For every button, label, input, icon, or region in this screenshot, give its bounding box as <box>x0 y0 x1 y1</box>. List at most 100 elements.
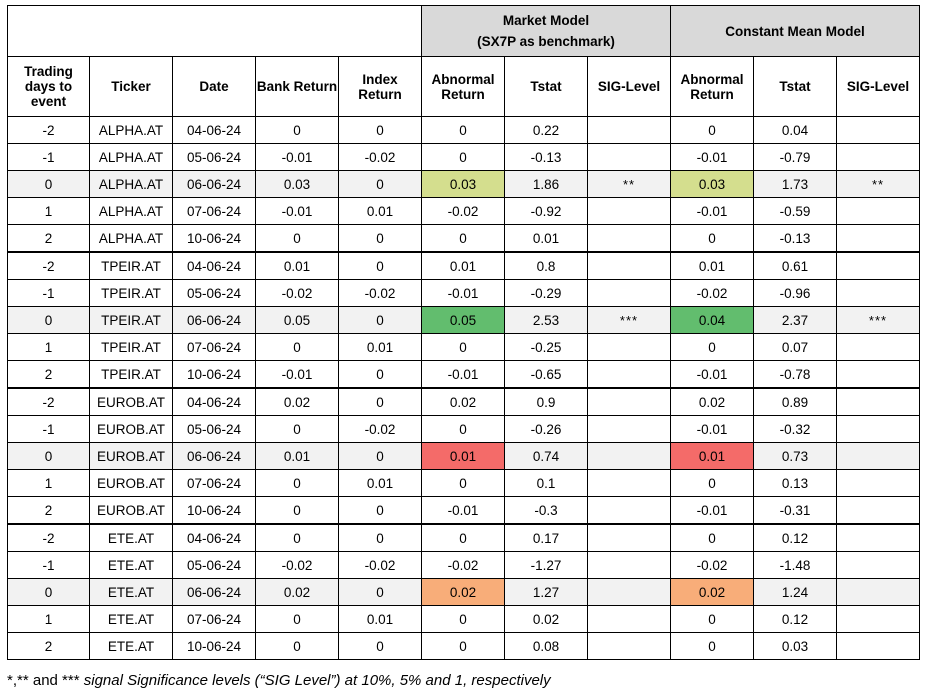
table-row: -1 TPEIR.AT 05-06-24 -0.02 -0.02 -0.01 -0.29 -0… <box>7 279 920 307</box>
index-return-cell: 0 <box>338 632 422 660</box>
cm-tstat-cell: -0.96 <box>753 279 837 307</box>
cm-abnormal-return-cell: 0 <box>670 523 754 552</box>
cm-abnormal-return-cell: 0.01 <box>670 442 754 470</box>
cm-tstat-cell: -0.13 <box>753 224 837 253</box>
mm-sig-level-cell <box>587 415 671 443</box>
cm-tstat-cell: 1.24 <box>753 578 837 606</box>
trading-day-cell: -1 <box>7 551 90 579</box>
bank-return-cell: -0.01 <box>255 143 339 171</box>
date-cell: 07-06-24 <box>172 197 256 225</box>
cm-abnormal-return-cell: 0.03 <box>670 170 754 198</box>
mm-abnormal-return-cell: 0 <box>421 523 505 552</box>
mm-tstat-cell: -0.3 <box>504 496 588 525</box>
ticker-cell: ETE.AT <box>89 578 173 606</box>
bank-return-cell: 0.05 <box>255 306 339 334</box>
col-trading-days-header: Trading days to event <box>7 56 90 117</box>
ticker-cell: TPEIR.AT <box>89 333 173 361</box>
footnote: *,** and *** signal Significance levels … <box>7 672 551 689</box>
col-mm-tstat-header: Tstat <box>504 56 588 117</box>
col-mm-abnormal-return-header: Abnormal Return <box>421 56 505 117</box>
mm-abnormal-return-cell: 0 <box>421 469 505 497</box>
col-mm-sig-level-header: SIG-Level <box>587 56 671 117</box>
cm-sig-level-cell <box>836 605 920 633</box>
col-cm-sig-level-header: SIG-Level <box>836 56 920 117</box>
cm-tstat-cell: -1.48 <box>753 551 837 579</box>
trading-day-cell: -1 <box>7 415 90 443</box>
cm-tstat-cell: -0.31 <box>753 496 837 525</box>
mm-tstat-cell: 0.01 <box>504 224 588 253</box>
date-cell: 04-06-24 <box>172 251 256 280</box>
trading-day-cell: -2 <box>7 523 90 552</box>
ticker-cell: TPEIR.AT <box>89 279 173 307</box>
cm-sig-level-cell <box>836 578 920 606</box>
table-row: 0 ETE.AT 06-06-24 0.02 0 0.02 1.27 0.02 1.24 <box>7 578 920 606</box>
cm-tstat-cell: 0.89 <box>753 387 837 416</box>
mm-tstat-cell: -0.26 <box>504 415 588 443</box>
ticker-cell: EUROB.AT <box>89 442 173 470</box>
table-row: 1 ETE.AT 07-06-24 0 0.01 0 0.02 0 0.12 <box>7 605 920 633</box>
table-row: 1 TPEIR.AT 07-06-24 0 0.01 0 -0.25 0 0.07 <box>7 333 920 361</box>
cm-abnormal-return-cell: 0.02 <box>670 387 754 416</box>
mm-sig-level-cell <box>587 333 671 361</box>
index-return-cell: 0 <box>338 251 422 280</box>
mm-tstat-cell: -0.29 <box>504 279 588 307</box>
cm-sig-level-cell <box>836 387 920 416</box>
ticker-cell: ALPHA.AT <box>89 197 173 225</box>
table-row: -1 ETE.AT 05-06-24 -0.02 -0.02 -0.02 -1.27 -0.0… <box>7 551 920 579</box>
group-header-row: Market Model (SX7P as benchmark) Constan… <box>7 5 920 57</box>
date-cell: 05-06-24 <box>172 551 256 579</box>
mm-abnormal-return-cell: -0.02 <box>421 551 505 579</box>
cm-tstat-cell: 0.61 <box>753 251 837 280</box>
index-return-cell: -0.02 <box>338 279 422 307</box>
date-cell: 05-06-24 <box>172 279 256 307</box>
cm-tstat-cell: 0.73 <box>753 442 837 470</box>
trading-day-cell: -2 <box>7 387 90 416</box>
mm-sig-level-cell: *** <box>587 306 671 334</box>
mm-sig-level-cell <box>587 143 671 171</box>
mm-tstat-cell: 1.86 <box>504 170 588 198</box>
mm-tstat-cell: 2.53 <box>504 306 588 334</box>
ticker-cell: EUROB.AT <box>89 496 173 525</box>
table-row: -2 ETE.AT 04-06-24 0 0 0 0.17 0 0.12 <box>7 523 920 552</box>
mm-abnormal-return-cell: 0 <box>421 415 505 443</box>
cm-abnormal-return-cell: -0.02 <box>670 279 754 307</box>
mm-sig-level-cell <box>587 279 671 307</box>
date-cell: 10-06-24 <box>172 632 256 660</box>
mm-tstat-cell: 0.17 <box>504 523 588 552</box>
cm-sig-level-cell <box>836 469 920 497</box>
mm-sig-level-cell <box>587 197 671 225</box>
mm-abnormal-return-cell: 0.03 <box>421 170 505 198</box>
mm-tstat-cell: 0.9 <box>504 387 588 416</box>
mm-abnormal-return-cell: 0.05 <box>421 306 505 334</box>
date-cell: 05-06-24 <box>172 415 256 443</box>
market-model-header: Market Model (SX7P as benchmark) <box>421 5 671 57</box>
trading-day-cell: -2 <box>7 116 90 144</box>
ticker-cell: ETE.AT <box>89 523 173 552</box>
cm-tstat-cell: 0.12 <box>753 523 837 552</box>
footnote-italic: signal Significance levels (“SIG Level”)… <box>83 672 551 689</box>
mm-abnormal-return-cell: 0.01 <box>421 251 505 280</box>
trading-day-cell: -1 <box>7 143 90 171</box>
bank-return-cell: 0 <box>255 496 339 525</box>
mm-abnormal-return-cell: 0 <box>421 333 505 361</box>
trading-day-cell: 2 <box>7 224 90 253</box>
cm-sig-level-cell <box>836 442 920 470</box>
bank-return-cell: 0 <box>255 333 339 361</box>
trading-day-cell: 0 <box>7 442 90 470</box>
ticker-cell: EUROB.AT <box>89 415 173 443</box>
mm-abnormal-return-cell: 0.02 <box>421 387 505 416</box>
ticker-cell: TPEIR.AT <box>89 306 173 334</box>
mm-sig-level-cell <box>587 469 671 497</box>
date-cell: 10-06-24 <box>172 496 256 525</box>
cm-sig-level-cell <box>836 224 920 253</box>
index-return-cell: 0.01 <box>338 605 422 633</box>
mm-tstat-cell: -0.13 <box>504 143 588 171</box>
index-return-cell: 0 <box>338 360 422 389</box>
mm-tstat-cell: -0.25 <box>504 333 588 361</box>
cm-sig-level-cell: *** <box>836 306 920 334</box>
date-cell: 04-06-24 <box>172 387 256 416</box>
mm-tstat-cell: -0.92 <box>504 197 588 225</box>
cm-abnormal-return-cell: 0.04 <box>670 306 754 334</box>
footnote-prefix: *,** and *** <box>7 672 84 689</box>
mm-abnormal-return-cell: -0.01 <box>421 360 505 389</box>
